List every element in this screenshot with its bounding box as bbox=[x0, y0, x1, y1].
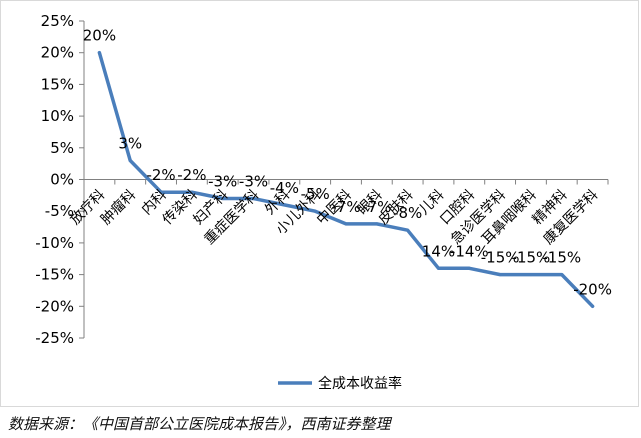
data-label: -5% bbox=[301, 185, 330, 203]
y-tick-label: 25% bbox=[41, 12, 74, 30]
data-point bbox=[313, 209, 317, 213]
data-label: -3% bbox=[208, 173, 237, 191]
data-label: -8% bbox=[393, 204, 422, 222]
line-chart: 25% 20% 15% 10% 5% 0% -5% -10% -15% -20% -25% 20% 3… bbox=[35, 12, 612, 392]
y-tick-label: -5% bbox=[45, 202, 74, 220]
data-point bbox=[375, 222, 379, 226]
y-tick-label: 10% bbox=[41, 107, 74, 125]
y-axis: 25% 20% 15% 10% 5% 0% -5% -10% -15% -20% -25% bbox=[35, 12, 85, 347]
x-axis bbox=[83, 179, 609, 185]
data-label: -7% bbox=[362, 198, 391, 216]
data-point bbox=[467, 266, 471, 270]
data-point bbox=[159, 190, 163, 194]
data-point bbox=[560, 273, 564, 277]
data-label: -3% bbox=[239, 173, 268, 191]
data-point bbox=[529, 273, 533, 277]
data-label: 3% bbox=[118, 134, 142, 152]
data-point bbox=[97, 51, 101, 55]
data-label: -4% bbox=[270, 179, 299, 197]
legend-label: 全成本收益率 bbox=[318, 375, 402, 392]
legend: 全成本收益率 bbox=[278, 375, 402, 392]
data-label: -15% bbox=[512, 249, 551, 267]
y-tick-label: -10% bbox=[35, 234, 74, 252]
data-label: 14% bbox=[422, 242, 455, 260]
y-tick-label: 5% bbox=[50, 139, 74, 157]
data-label: -2% bbox=[146, 166, 175, 184]
category-label: 肿瘤科 bbox=[97, 186, 139, 228]
data-label: -15% bbox=[481, 249, 520, 267]
data-label: -14% bbox=[450, 242, 489, 260]
y-tick-label: 0% bbox=[50, 171, 74, 189]
y-tick-label: 15% bbox=[41, 75, 74, 93]
series-layer bbox=[97, 50, 595, 309]
y-tick-label: 20% bbox=[41, 44, 74, 62]
data-point bbox=[406, 228, 410, 232]
data-point bbox=[190, 190, 194, 194]
data-labels: 20%3%-2% -2% -3% -3% -4% -5%-7% -7% -8%14%-14%-… bbox=[83, 27, 612, 299]
data-point bbox=[128, 158, 132, 162]
data-point bbox=[221, 197, 225, 201]
data-label: 20% bbox=[83, 27, 116, 45]
y-tick-label: -25% bbox=[35, 329, 74, 347]
data-label: -15% bbox=[542, 249, 581, 267]
y-tick-label: -20% bbox=[35, 297, 74, 315]
data-point bbox=[252, 197, 256, 201]
data-label: -2% bbox=[177, 166, 206, 184]
data-point bbox=[498, 273, 502, 277]
source-note: 数据来源：《中国首部公立医院成本报告》，西南证券整理 bbox=[8, 415, 391, 433]
data-point bbox=[344, 222, 348, 226]
data-point bbox=[591, 304, 595, 308]
data-point bbox=[282, 203, 286, 207]
data-label: -7% bbox=[331, 198, 360, 216]
y-tick-label: -15% bbox=[35, 266, 74, 284]
data-point bbox=[436, 266, 440, 270]
data-label: -20% bbox=[573, 280, 612, 298]
